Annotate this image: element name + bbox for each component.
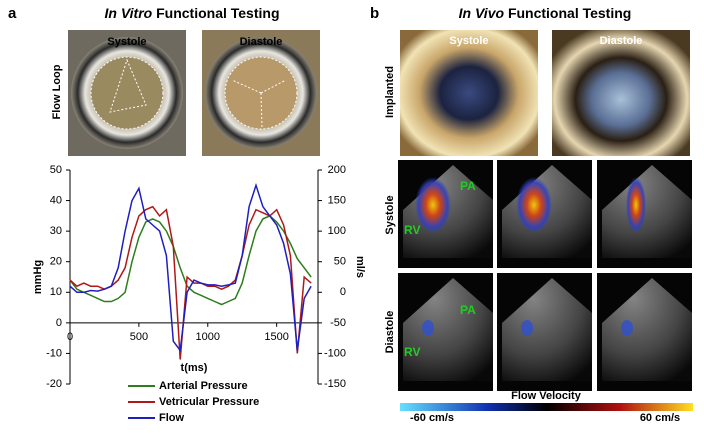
flow-jet [415, 177, 451, 233]
flow-jet [626, 177, 646, 233]
legend-label: Flow [159, 412, 184, 424]
y-tick-label: 50 [50, 164, 62, 176]
y-tick-label: 20 [50, 256, 62, 268]
panel-label: a [8, 5, 17, 22]
y-tick-label: -20 [46, 378, 62, 390]
panel-title: In Vitro Functional Testing [105, 5, 280, 21]
image-label: Systole [107, 36, 146, 48]
colorbar-title: Flow Velocity [511, 390, 582, 402]
line-series [69, 182, 312, 353]
legend-label: Arterial Pressure [159, 380, 248, 392]
y-tick-label: 10 [50, 286, 62, 298]
image-label: Systole [449, 35, 488, 47]
echo-label: PA [460, 179, 476, 193]
photo [202, 30, 320, 156]
y2-tick-label: 200 [328, 164, 346, 176]
row-label: Systole [384, 195, 396, 234]
photo [400, 30, 538, 156]
y2-tick-label: -100 [324, 347, 346, 359]
echo-label: PA [460, 303, 476, 317]
echo-cone [502, 278, 592, 381]
colorbar-label: -60 cm/s [410, 412, 454, 424]
y-tick-label: -10 [46, 347, 62, 359]
y2-tick-label: 0 [340, 286, 346, 298]
image-label: Diastole [240, 36, 283, 48]
echo-label: RV [404, 345, 420, 359]
image-label: Diastole [600, 35, 643, 47]
flow-jet [422, 320, 434, 336]
y2-tick-label: 50 [334, 256, 346, 268]
photo [552, 30, 690, 156]
row-label: Diastole [384, 311, 396, 354]
y-tick-label: 0 [56, 317, 62, 329]
y-tick-label: 30 [50, 225, 62, 237]
echo-cone [403, 278, 493, 381]
y2-tick-label: 150 [328, 194, 346, 206]
y2-tick-label: -150 [324, 378, 346, 390]
flow-jet [521, 320, 533, 336]
legend-label: Vetricular Pressure [159, 396, 259, 408]
y2-axis-label: ml/s [354, 256, 366, 278]
echo-cone [602, 165, 692, 258]
x-axis-label: t(ms) [181, 362, 208, 374]
y2-tick-label: -50 [330, 317, 346, 329]
title-italic: In Vivo [459, 5, 505, 21]
y2-tick-label: 100 [328, 225, 346, 237]
y-axis-label: mmHg [32, 260, 44, 294]
title-text: Functional Testing [508, 5, 631, 21]
row-label: Flow Loop [51, 64, 63, 119]
echo-cone [602, 278, 692, 381]
x-tick-label: 500 [130, 331, 148, 343]
flow-jet [621, 320, 633, 336]
title-text: Functional Testing [156, 5, 279, 21]
x-tick-label: 1500 [264, 331, 288, 343]
photo [68, 30, 186, 156]
panel-label: b [370, 5, 379, 22]
echo-grid [398, 160, 692, 391]
title-italic: In Vitro [105, 5, 153, 21]
echo-label: RV [404, 223, 420, 237]
x-tick-label: 1000 [196, 331, 220, 343]
row-label: Implanted [384, 66, 396, 118]
colorbar-label: 60 cm/s [640, 412, 680, 424]
x-tick-label: 0 [67, 331, 73, 343]
colorbar [400, 403, 693, 411]
chart: -20-1001020304050-150-100-50050100150200… [32, 164, 366, 424]
line-series [69, 215, 312, 306]
flow-jet [516, 177, 552, 233]
panel-title: In Vivo Functional Testing [459, 5, 632, 21]
y-tick-label: 40 [50, 194, 62, 206]
